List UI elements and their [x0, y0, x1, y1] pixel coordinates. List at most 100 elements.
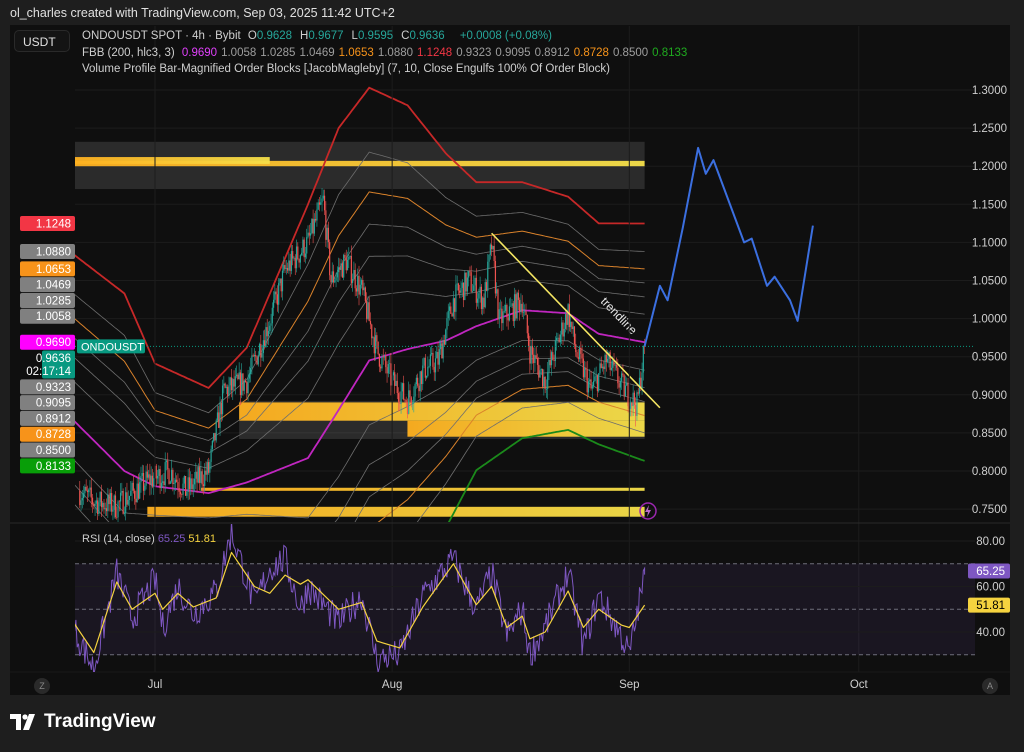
candle [348, 256, 350, 260]
time-axis-label: Oct [849, 679, 868, 691]
candle [344, 254, 346, 258]
candle [223, 383, 225, 386]
candle [86, 490, 89, 493]
candle [128, 495, 131, 500]
price-tick: 0.8000 [972, 466, 1007, 478]
candle [577, 357, 579, 360]
candle [200, 471, 202, 483]
candle [251, 355, 253, 369]
fbb-title[interactable]: FBB (200, hlc3, 3) [82, 47, 175, 59]
price-badge [20, 410, 75, 426]
candle [227, 386, 229, 396]
candle [587, 381, 590, 393]
ohlc-key: H [300, 30, 309, 42]
candle [623, 375, 625, 397]
candle [278, 283, 280, 305]
rsi-value: 65.25 [157, 533, 186, 545]
candle [315, 218, 317, 221]
price-tick: 1.1000 [972, 237, 1007, 249]
ohlc-value: 0.9677 [308, 30, 344, 42]
candle [563, 328, 565, 337]
candle [633, 392, 635, 406]
candle [575, 344, 577, 353]
candle [629, 402, 632, 409]
candle [440, 343, 442, 350]
candle [487, 261, 489, 291]
candle [155, 465, 157, 479]
candle [372, 337, 374, 339]
candle [538, 364, 540, 378]
candle [397, 393, 400, 402]
rsi-tick: 80.00 [976, 536, 1005, 548]
candle [459, 290, 461, 293]
candle [451, 313, 453, 317]
candle [331, 271, 333, 283]
order-block-bar [75, 160, 645, 167]
candle [216, 412, 219, 421]
candle [199, 467, 201, 483]
candle [177, 482, 179, 489]
candle [181, 494, 183, 495]
candle [396, 380, 398, 394]
candle [535, 355, 537, 358]
candle [353, 270, 355, 280]
candle [590, 379, 592, 389]
time-axis-label: Jul [147, 679, 163, 691]
rsi-title[interactable]: RSI (14, close) [82, 533, 155, 545]
candle [165, 460, 168, 463]
fbb-band-line [75, 371, 645, 522]
candle [306, 237, 308, 254]
candle [201, 471, 203, 485]
candle [182, 483, 184, 495]
candle [105, 508, 108, 512]
candle [615, 365, 618, 368]
candle [214, 433, 216, 441]
candle [193, 478, 196, 485]
candle [568, 304, 570, 328]
candle [290, 251, 293, 271]
candle [603, 366, 605, 370]
price-badge-label: 1.0653 [36, 264, 71, 276]
candle [627, 382, 629, 407]
candle [140, 475, 142, 483]
symbol-title[interactable]: ONDOUSDT SPOT · 4h · Bybit [82, 30, 241, 42]
candle [556, 337, 558, 341]
rsi-ma-value: 51.81 [188, 533, 216, 545]
candle [357, 275, 359, 292]
candle [158, 469, 160, 476]
candle [595, 375, 597, 377]
candle [242, 373, 244, 391]
candle [270, 323, 272, 326]
candle [382, 356, 384, 358]
rsi-badge-label: 65.25 [976, 566, 1005, 578]
candle [552, 352, 554, 361]
candle [491, 244, 493, 250]
zoom-reset-button[interactable]: Z [34, 678, 50, 694]
candle [596, 375, 599, 392]
auto-scale-button[interactable]: A [982, 678, 998, 694]
currency-button[interactable]: USDT [14, 30, 70, 52]
candle [139, 482, 141, 499]
candle [116, 517, 118, 518]
candle [515, 294, 517, 319]
candle [358, 275, 360, 295]
candle [605, 354, 607, 362]
trendline-label: trendline [598, 294, 640, 337]
candle [117, 501, 119, 518]
candle [381, 356, 383, 369]
candle [389, 363, 391, 365]
candle [211, 440, 213, 450]
candle [312, 218, 314, 234]
candle [93, 503, 95, 506]
candle [503, 310, 505, 312]
candle [640, 377, 642, 389]
tradingview-logo[interactable]: TradingView [10, 711, 156, 733]
chart-frame[interactable] [10, 25, 1010, 695]
candle [576, 352, 578, 358]
vp-title[interactable]: Volume Profile Bar-Magnified Order Block… [82, 63, 610, 75]
candle [150, 475, 152, 485]
candle [599, 363, 601, 374]
candle [506, 304, 508, 318]
candle [134, 490, 136, 499]
